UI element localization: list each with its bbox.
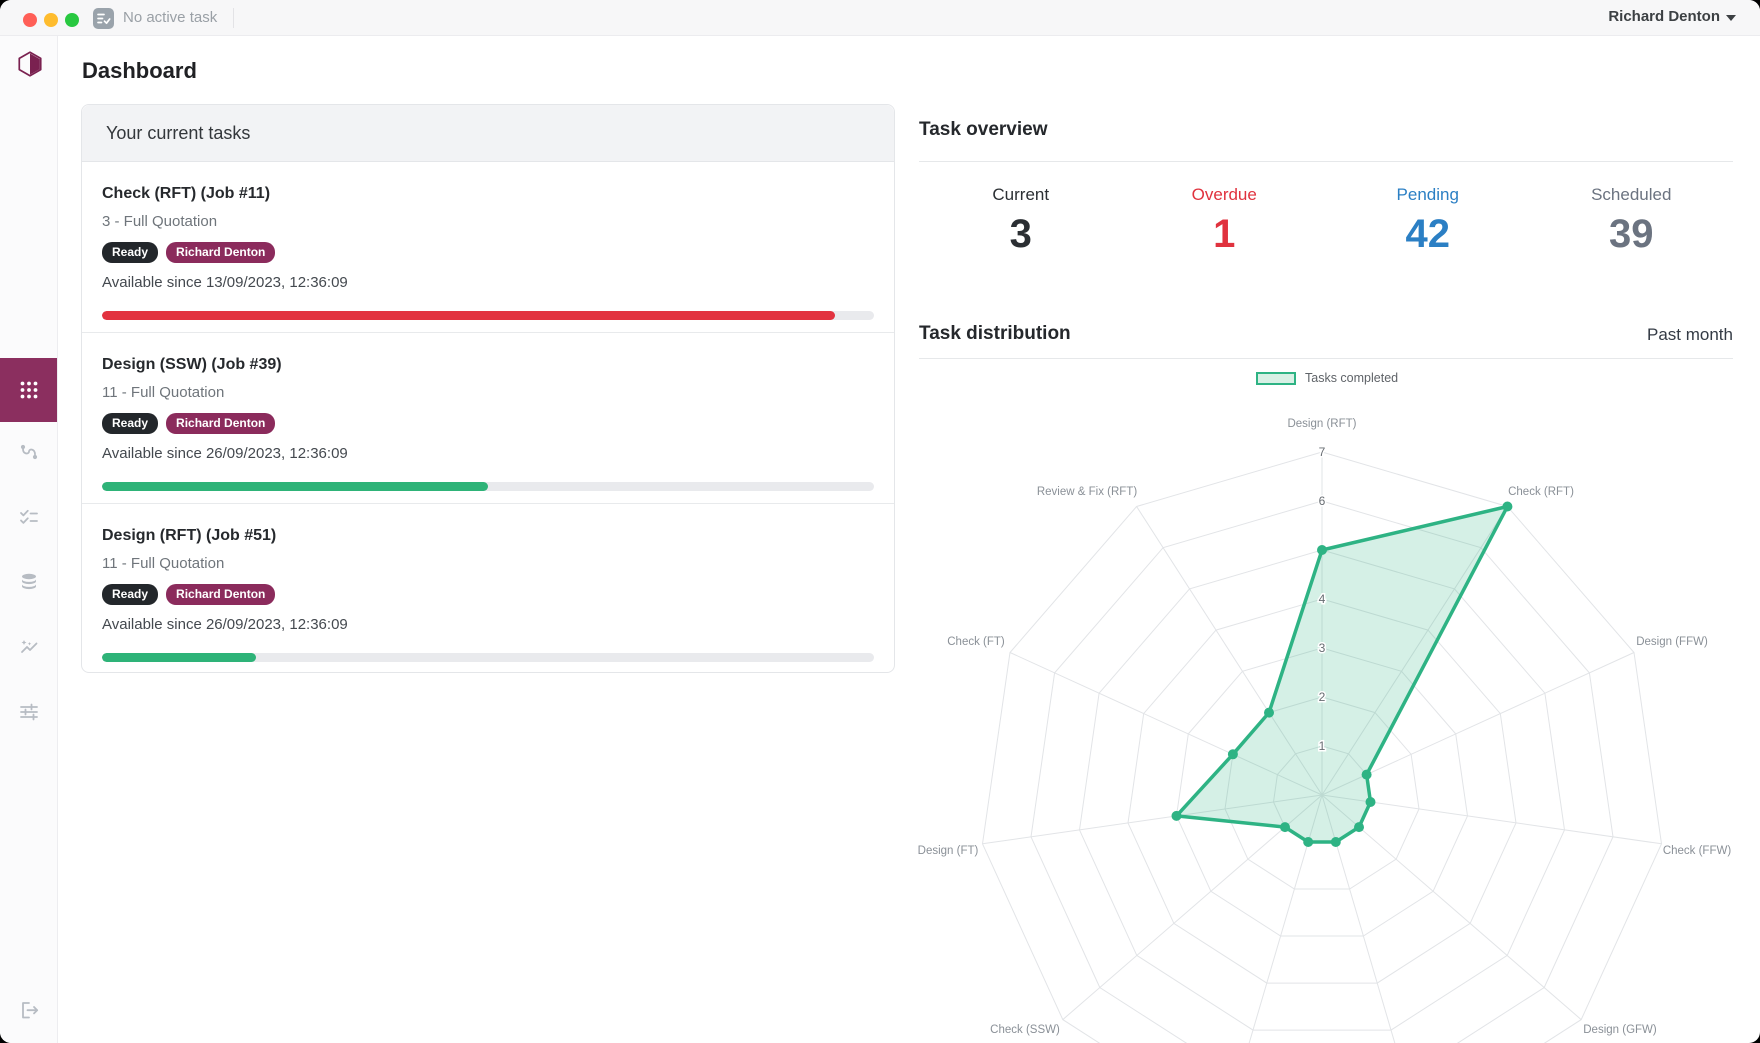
sidebar — [0, 36, 58, 1043]
stat-value: 42 — [1405, 212, 1451, 256]
sidebar-item-apps[interactable] — [0, 358, 57, 422]
time-range-selector[interactable]: Past month — [1647, 325, 1733, 344]
sidebar-item-checklist[interactable] — [0, 488, 57, 546]
checklist-icon — [19, 509, 38, 524]
current-tasks-header: Your current tasks — [82, 105, 894, 162]
current-tasks-card: Your current tasks Check (RFT) (Job #11)… — [81, 104, 895, 673]
svg-text:3: 3 — [1319, 641, 1326, 655]
svg-text:Check (RFT): Check (RFT) — [1508, 486, 1574, 498]
sliders-icon — [19, 703, 38, 721]
task-available-since: Available since 26/09/2023, 12:36:09 — [102, 445, 348, 462]
sidebar-item-workflow[interactable] — [0, 423, 57, 481]
active-task-icon — [93, 8, 114, 29]
user-menu[interactable]: Richard Denton — [1608, 8, 1736, 25]
svg-text:4: 4 — [1319, 592, 1326, 606]
section-divider — [919, 161, 1733, 162]
zoom-window-button[interactable] — [65, 13, 79, 27]
task-title: Design (RFT) (Job #51) — [102, 527, 277, 544]
svg-text:Check (SSW): Check (SSW) — [990, 1024, 1060, 1036]
task-progress-bar — [102, 482, 874, 491]
svg-text:Design (FFW): Design (FFW) — [1636, 636, 1708, 648]
task-subtitle: 11 - Full Quotation — [102, 555, 225, 572]
minimize-window-button[interactable] — [44, 13, 58, 27]
app-logo[interactable] — [15, 49, 45, 79]
status-badge: Ready — [102, 242, 159, 263]
task-title: Design (SSW) (Job #39) — [102, 356, 282, 373]
svg-text:1: 1 — [1319, 739, 1326, 753]
svg-text:Check (FT): Check (FT) — [947, 636, 1005, 648]
stat-label: Scheduled — [1591, 185, 1672, 204]
task-overview-stats: Current 3 Overdue 1 Pending 42 Scheduled… — [919, 184, 1733, 258]
task-available-since: Available since 13/09/2023, 12:36:09 — [102, 274, 348, 291]
svg-text:7: 7 — [1319, 445, 1326, 459]
topbar-divider — [233, 8, 234, 28]
task-subtitle: 11 - Full Quotation — [102, 384, 225, 401]
task-row[interactable]: Design (RFT) (Job #51) 11 - Full Quotati… — [82, 503, 894, 674]
svg-text:2: 2 — [1319, 690, 1326, 704]
status-badge: Ready — [102, 584, 159, 605]
svg-text:6: 6 — [1319, 494, 1326, 508]
task-title: Check (RFT) (Job #11) — [102, 185, 271, 202]
svg-text:Check (FFW): Check (FFW) — [1663, 845, 1732, 857]
route-icon — [20, 444, 37, 460]
sparkline-icon — [20, 640, 37, 653]
traffic-lights — [23, 13, 79, 27]
section-divider — [919, 358, 1733, 359]
stat-overdue: Overdue 1 — [1123, 184, 1327, 258]
task-available-since: Available since 26/09/2023, 12:36:09 — [102, 616, 348, 633]
task-overview-title: Task overview — [919, 119, 1048, 140]
task-row[interactable]: Check (RFT) (Job #11) 3 - Full Quotation… — [82, 162, 894, 332]
logout-icon — [21, 1002, 38, 1019]
sidebar-item-logout[interactable] — [0, 981, 57, 1039]
legend-label: Tasks completed — [1305, 371, 1399, 385]
database-icon — [21, 573, 36, 590]
stat-label: Current — [992, 185, 1050, 204]
svg-text:Design (RFT): Design (RFT) — [1287, 418, 1356, 430]
assignee-badge: Richard Denton — [166, 242, 276, 263]
stat-value: 39 — [1609, 212, 1654, 256]
task-progress-bar — [102, 653, 874, 662]
stat-pending: Pending 42 — [1326, 184, 1530, 258]
svg-text:Review & Fix (RFT): Review & Fix (RFT) — [1037, 486, 1137, 498]
close-window-button[interactable] — [23, 13, 37, 27]
svg-text:Design (FT): Design (FT) — [918, 845, 979, 857]
task-subtitle: 3 - Full Quotation — [102, 213, 218, 230]
sidebar-item-insights[interactable] — [0, 618, 57, 676]
user-menu-label: Richard Denton — [1608, 8, 1720, 25]
chart-legend: Tasks completed — [1256, 371, 1398, 385]
task-progress-fill — [102, 311, 836, 320]
task-progress-fill — [102, 653, 257, 662]
page-title: Dashboard — [82, 58, 197, 83]
legend-swatch — [1256, 371, 1296, 385]
sidebar-item-database[interactable] — [0, 553, 57, 611]
topbar: No active task Richard Denton — [0, 0, 1760, 36]
radar-chart: 1 2 3 4 6 7 Design (RFT) Check (RFT) Design (FFW… — [819, 360, 1760, 1043]
assignee-badge: Richard Denton — [166, 413, 276, 434]
task-progress-bar — [102, 311, 874, 320]
active-task-status: No active task — [123, 9, 218, 26]
stat-value: 1 — [1213, 212, 1236, 256]
assignee-badge: Richard Denton — [166, 584, 276, 605]
stat-value: 3 — [1009, 212, 1032, 256]
svg-text:Design (GFW): Design (GFW) — [1583, 1024, 1657, 1036]
task-distribution-title: Task distribution — [919, 323, 1071, 344]
stat-label: Overdue — [1191, 185, 1257, 204]
sidebar-item-filters[interactable] — [0, 683, 57, 741]
task-progress-fill — [102, 482, 488, 491]
grid-icon — [20, 381, 37, 399]
stat-label: Pending — [1396, 185, 1459, 204]
chevron-down-icon — [1726, 14, 1736, 21]
status-badge: Ready — [102, 413, 159, 434]
task-row[interactable]: Design (SSW) (Job #39) 11 - Full Quotati… — [82, 332, 894, 503]
stat-current: Current 3 — [919, 184, 1123, 258]
stat-scheduled: Scheduled 39 — [1530, 184, 1734, 258]
